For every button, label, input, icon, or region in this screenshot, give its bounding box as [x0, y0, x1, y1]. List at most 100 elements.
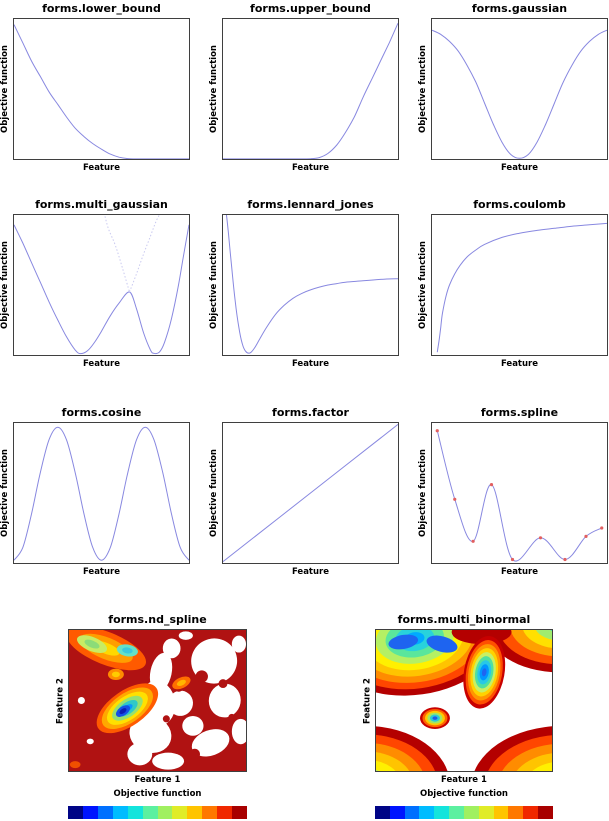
knot-marker: [471, 539, 475, 543]
colorbar-segment: [478, 806, 494, 819]
contour-blob: [474, 726, 552, 771]
contour-blob: [426, 635, 458, 653]
curve-factor-objective: [223, 424, 398, 562]
knot-marker: [538, 536, 543, 540]
colorbar-multi_binormal: [375, 806, 553, 819]
plot-title-upper_bound: forms.upper_bound: [250, 2, 371, 15]
contour-blob: [463, 636, 506, 709]
colorbar-segment: [187, 806, 203, 819]
plot-title-spline: forms.spline: [480, 406, 559, 419]
x-axis-label-coulomb: Feature: [500, 359, 539, 369]
contour-blob: [107, 668, 124, 681]
colorbar-segment: [232, 806, 248, 819]
plot-title-coulomb: forms.coulomb: [473, 198, 566, 211]
colorbar-label-multi_binormal: Objective function: [420, 789, 508, 799]
plot-area-lennard_jones: [222, 214, 399, 356]
colorbar-segment: [68, 806, 83, 819]
colorbar-segment: [419, 806, 435, 819]
curve-coulomb-objective: [436, 222, 607, 353]
contour-white-region: [231, 635, 246, 653]
colorbar-segment: [202, 806, 218, 819]
colorbar-segment: [508, 806, 524, 819]
knot-marker: [453, 497, 457, 501]
contour-spot: [228, 713, 236, 721]
colorbar-segment: [404, 806, 420, 819]
contour-blob: [77, 635, 108, 653]
plot-title-lower_bound: forms.lower_bound: [42, 2, 161, 15]
colorbar-segment: [157, 806, 173, 819]
plot-area-multi_gaussian: [13, 214, 190, 356]
contour-white-region: [162, 638, 181, 659]
colorbar-segment: [217, 806, 233, 819]
knot-marker: [563, 557, 567, 562]
y-axis-label-cosine: Objective function: [0, 449, 10, 537]
y-axis-label-gaussian: Objective function: [418, 45, 428, 133]
colorbar-nd_spline: [68, 806, 248, 819]
y-axis-label-lennard_jones: Objective function: [209, 241, 219, 329]
y-axis-label-multi_binormal: Feature 2: [362, 677, 372, 724]
contour-white-region: [191, 729, 230, 757]
x-axis-label-multi_binormal: Feature 1: [441, 775, 487, 785]
plot-title-multi_binormal: forms.multi_binormal: [397, 613, 531, 626]
y-axis-label-multi_gaussian: Objective function: [0, 241, 10, 329]
contour-white-region: [208, 683, 241, 718]
x-axis-label-factor: Feature: [291, 567, 330, 577]
colorbar-segment: [463, 806, 479, 819]
curve-cosine-objective: [14, 426, 189, 561]
knot-marker: [600, 526, 604, 530]
knot-marker: [489, 483, 494, 487]
colorbar-segment: [523, 806, 539, 819]
curve-multi_gaussian-min-envelope: [14, 224, 189, 355]
colorbar-segment: [97, 806, 113, 819]
x-axis-label-cosine: Feature: [82, 567, 121, 577]
curve-lower_bound-objective: [14, 24, 189, 159]
plot-area-multi_binormal: [375, 629, 553, 772]
contour-spot: [162, 715, 170, 723]
knot-marker: [435, 429, 439, 433]
plot-title-factor: forms.factor: [272, 406, 349, 419]
x-axis-label-lower_bound: Feature: [82, 163, 121, 173]
curve-spline-objective: [436, 430, 603, 562]
contour-blob: [115, 705, 131, 717]
plot-area-lower_bound: [13, 18, 190, 160]
knot-marker: [584, 534, 588, 538]
colorbar-segment: [389, 806, 405, 819]
colorbar-segment: [449, 806, 464, 819]
colorbar-segment: [127, 806, 143, 819]
colorbar-segment: [112, 806, 128, 819]
contour-blob: [172, 676, 191, 690]
x-axis-label-gaussian: Feature: [500, 163, 539, 173]
plot-area-cosine: [13, 422, 190, 564]
contour-spot: [218, 679, 228, 689]
plot-area-spline: [431, 422, 608, 564]
knot-marker: [510, 557, 515, 562]
colorbar-segment: [172, 806, 188, 819]
plot-title-lennard_jones: forms.lennard_jones: [247, 198, 374, 211]
x-axis-label-upper_bound: Feature: [291, 163, 330, 173]
y-axis-label-nd_spline: Feature 2: [55, 677, 65, 724]
curve-gaussian-objective: [432, 29, 607, 159]
y-axis-label-lower_bound: Objective function: [0, 45, 10, 133]
contour-white-region: [168, 690, 193, 716]
x-axis-label-lennard_jones: Feature: [291, 359, 330, 369]
colorbar-segment: [82, 806, 98, 819]
contour-blob: [388, 634, 419, 650]
plot-title-gaussian: forms.gaussian: [471, 2, 568, 15]
curve-lennard_jones-objective: [226, 215, 398, 354]
y-axis-label-factor: Objective function: [209, 449, 219, 537]
colorbar-segment: [375, 806, 390, 819]
curve-multi_gaussian-upper-branch-narrow: [104, 216, 130, 293]
contour-blob: [116, 644, 138, 657]
contour-white-region: [86, 738, 94, 745]
plot-area-nd_spline: [68, 629, 247, 772]
plot-title-cosine: forms.cosine: [61, 406, 142, 419]
colorbar-segment: [434, 806, 450, 819]
contour-blob: [420, 707, 450, 729]
y-axis-label-spline: Objective function: [418, 449, 428, 537]
plot-area-upper_bound: [222, 18, 399, 160]
curve-upper_bound-objective: [223, 22, 398, 159]
contour-spot: [195, 670, 208, 683]
curve-multi_gaussian-upper-branch-wide: [129, 215, 160, 293]
plot-title-multi_gaussian: forms.multi_gaussian: [35, 198, 168, 211]
